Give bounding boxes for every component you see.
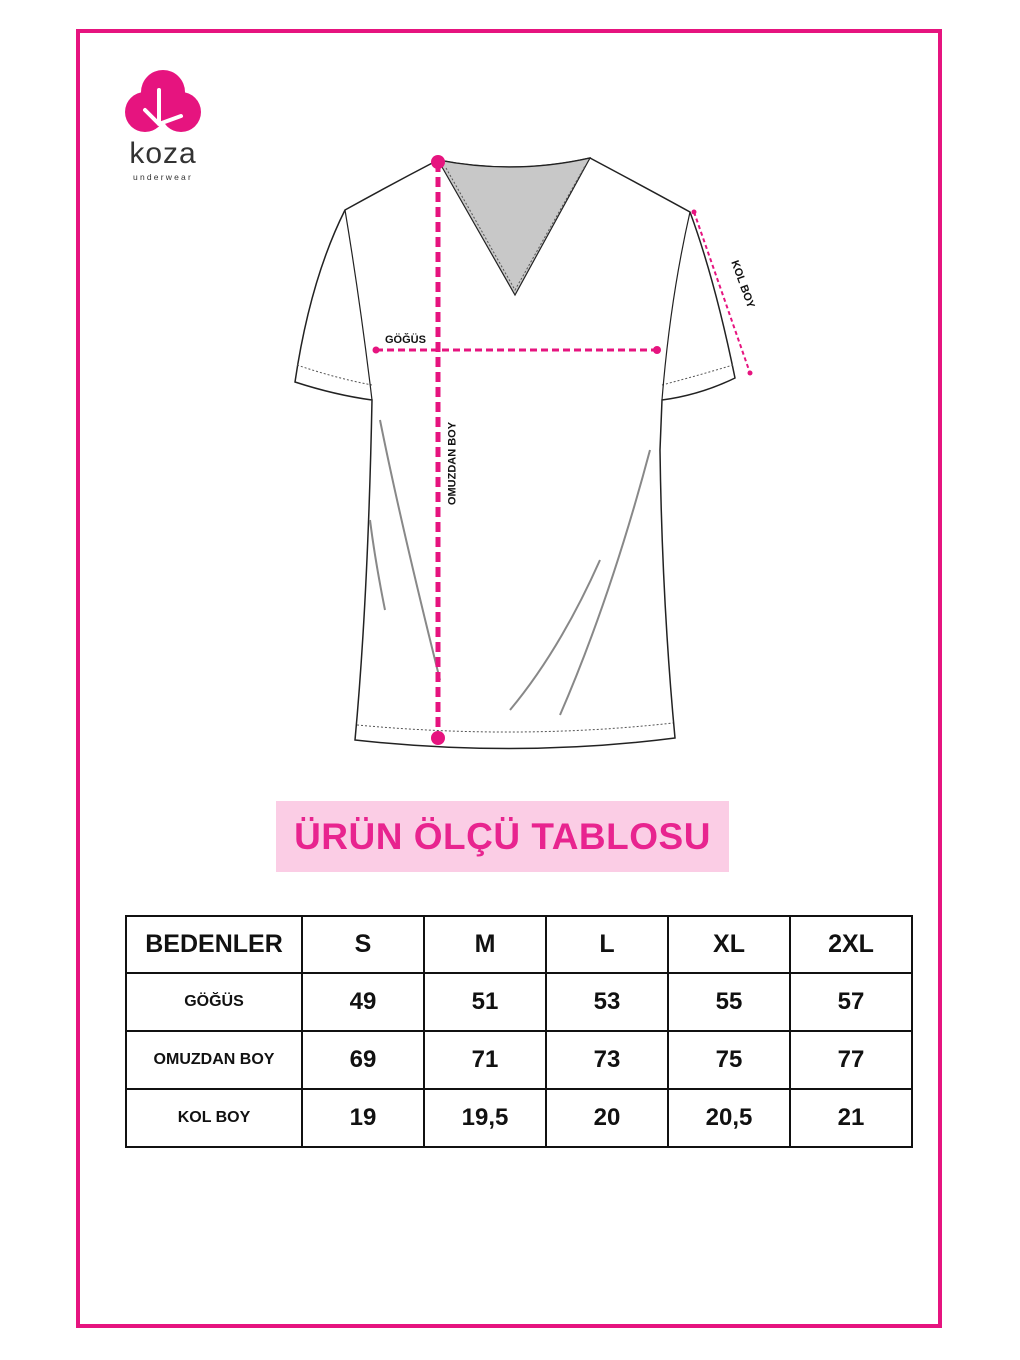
- brand-tagline: underwear: [133, 172, 193, 182]
- cotton-flower-icon: [125, 70, 201, 132]
- table-row: OMUZDAN BOY 69 71 73 75 77: [125, 1030, 913, 1090]
- table-row: KOL BOY 19 19,5 20 20,5 21: [125, 1088, 913, 1148]
- table-row: GÖĞÜS 49 51 53 55 57: [125, 972, 913, 1032]
- brand-name: koza: [129, 137, 197, 170]
- chest-label: GÖĞÜS: [385, 334, 426, 346]
- tshirt-neck-inner: [436, 157, 592, 297]
- page-frame: [76, 29, 942, 1328]
- tshirt-outline: [294, 157, 736, 750]
- sleeve-measure-line: [693, 211, 751, 374]
- tshirt-diagram: [294, 155, 753, 750]
- length-label: OMUZDAN BOY: [446, 421, 459, 506]
- size-chart-title: ÜRÜN ÖLÇÜ TABLOSU: [276, 801, 729, 872]
- size-table: BEDENLER S M L XL 2XL GÖĞÜS 49 51 53 55 …: [125, 915, 913, 1148]
- table-header-row: BEDENLER S M L XL 2XL: [125, 915, 913, 974]
- brand-logo: koza underwear: [118, 66, 208, 183]
